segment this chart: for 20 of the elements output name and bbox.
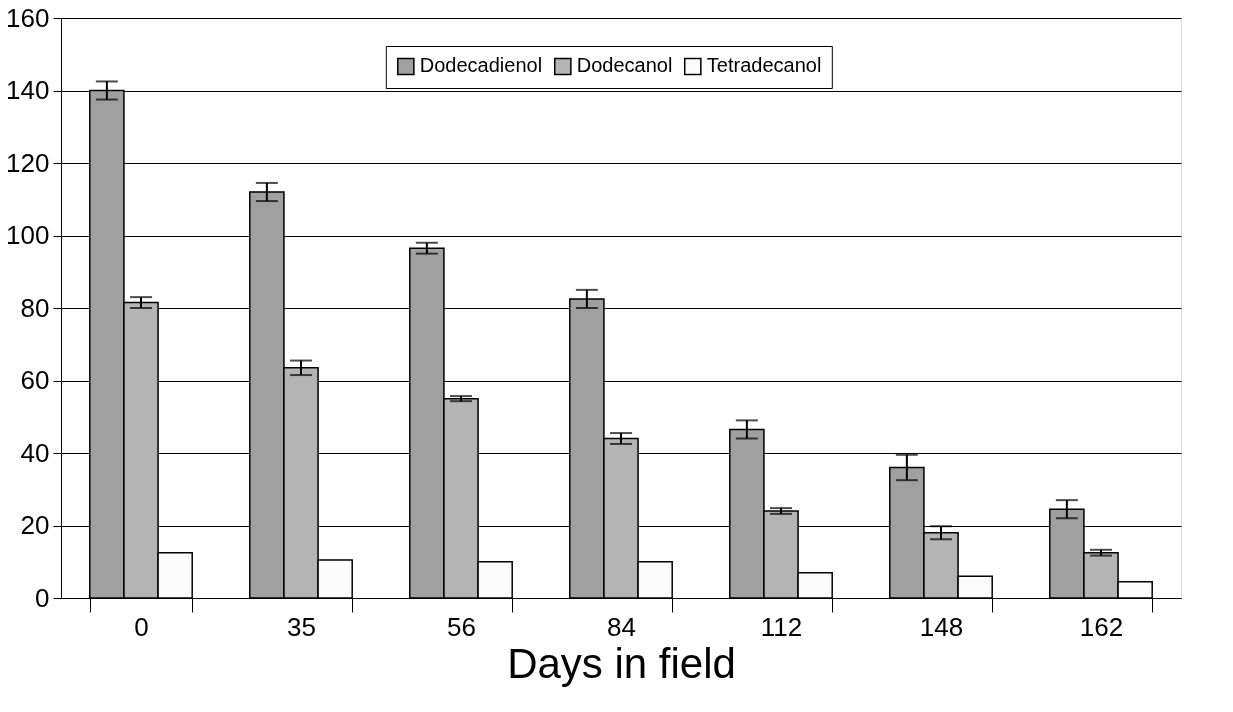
y-tick-label: 40 — [20, 437, 50, 468]
x-tick-label: 112 — [760, 611, 803, 642]
x-tick-label: 162 — [1079, 611, 1124, 642]
y-tick-label: 80 — [20, 292, 50, 323]
y-tick-label: 120 — [6, 147, 50, 178]
x-axis-title: Days in field — [507, 639, 736, 687]
x-tick-label: 56 — [447, 611, 476, 642]
legend-label: Tetradecanol — [706, 54, 822, 77]
y-tick-label: 60 — [20, 365, 50, 395]
x-tick-label: 35 — [287, 611, 316, 642]
y-tick-label: 140 — [6, 75, 50, 105]
x-tick-label: 148 — [919, 611, 964, 642]
legend-label: Dodecanol — [576, 54, 673, 77]
y-tick-label: 20 — [20, 510, 50, 540]
x-tick-label: 84 — [607, 611, 636, 642]
y-tick-label: 100 — [6, 220, 50, 250]
y-tick-label: 0 — [35, 582, 50, 613]
x-tick-label: 0 — [134, 611, 149, 642]
y-tick-label: 160 — [6, 2, 50, 33]
legend-label: Dodecadienol — [419, 54, 543, 77]
